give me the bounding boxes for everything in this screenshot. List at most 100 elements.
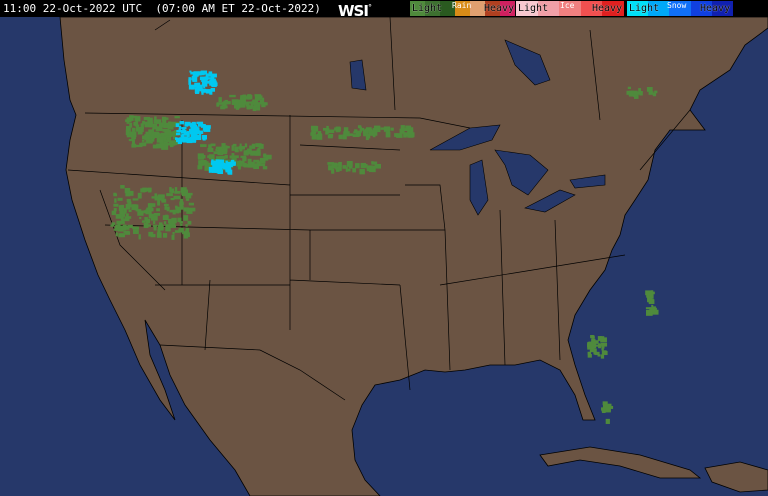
radar-echo: [178, 125, 182, 130]
radar-echo: [399, 128, 405, 134]
radar-echo: [141, 220, 146, 223]
radar-echo: [371, 161, 374, 164]
radar-echo: [264, 154, 272, 160]
radar-echo: [148, 129, 153, 135]
radar-echo: [186, 232, 190, 237]
radar-echo: [328, 133, 334, 137]
radar-echo: [345, 166, 348, 172]
radar-echo: [252, 105, 257, 112]
radar-echo: [343, 131, 350, 137]
radar-echo: [228, 163, 233, 166]
radar-echo: [249, 145, 254, 149]
radar-echo: [591, 336, 595, 339]
radar-echo: [158, 122, 164, 128]
radar-echo: [120, 216, 124, 221]
radar-echo: [258, 163, 266, 167]
radar-echo: [189, 70, 192, 73]
radar-echo: [204, 165, 211, 171]
radar-echo: [627, 86, 631, 90]
radar-echo: [188, 79, 192, 85]
radar-echo: [346, 161, 353, 167]
radar-echo: [233, 100, 240, 105]
radar-echo: [407, 129, 414, 135]
radar-echo: [230, 159, 235, 162]
radar-echo: [138, 234, 141, 240]
radar-echo: [169, 222, 176, 227]
radar-echo: [173, 141, 179, 145]
radar-echo: [148, 231, 154, 237]
radar-echo: [143, 210, 149, 214]
radar-echo: [360, 162, 366, 169]
radar-echo: [238, 102, 246, 108]
radar-echo: [190, 137, 197, 142]
radar-echo: [172, 231, 175, 235]
legend-swatch: [485, 1, 500, 16]
radar-echo: [175, 206, 181, 213]
radar-echo: [156, 143, 163, 149]
radar-echo: [156, 232, 162, 238]
radar-echo: [646, 309, 653, 316]
radar-echo: [118, 233, 126, 238]
radar-echo: [163, 203, 169, 207]
radar-echo: [176, 129, 182, 133]
radar-echo: [311, 134, 317, 140]
radar-echo: [131, 134, 135, 138]
radar-echo: [654, 90, 658, 94]
legend-snow-heavy: Heavy: [700, 3, 731, 14]
radar-echo: [185, 193, 192, 199]
radar-echo: [131, 204, 139, 210]
radar-echo: [174, 230, 180, 233]
radar-echo: [253, 163, 260, 170]
radar-echo: [208, 164, 214, 167]
radar-echo: [400, 125, 405, 130]
legend-swatch: [669, 1, 691, 16]
radar-echo: [247, 162, 255, 168]
radar-echo: [646, 86, 653, 92]
radar-echo: [131, 143, 137, 148]
radar-echo: [201, 88, 204, 95]
radar-echo: [594, 344, 602, 347]
radar-echo: [154, 193, 158, 200]
radar-echo: [242, 156, 247, 162]
radar-echo: [198, 84, 203, 89]
radar-echo: [229, 155, 234, 159]
radar-echo: [131, 127, 136, 133]
radar-echo: [592, 340, 599, 344]
radar-echo: [119, 208, 124, 215]
radar-echo: [255, 152, 261, 156]
radar-echo: [648, 91, 654, 95]
radar-echo: [652, 309, 659, 315]
radar-echo: [257, 147, 260, 154]
radar-echo: [148, 135, 151, 140]
radar-echo: [261, 102, 268, 106]
radar-echo: [125, 119, 130, 123]
radar-echo: [246, 148, 252, 151]
radar-echo: [133, 121, 139, 126]
radar-echo: [259, 143, 264, 149]
radar-echo: [205, 73, 212, 77]
radar-echo: [218, 97, 222, 103]
radar-echo: [140, 123, 144, 129]
north-america-land: [59, 17, 768, 496]
radar-echo: [148, 131, 152, 136]
radar-echo: [335, 167, 340, 172]
radar-echo: [169, 123, 173, 127]
radar-echo: [227, 169, 231, 175]
radar-echo: [121, 226, 127, 231]
radar-echo: [196, 121, 204, 125]
radar-echo: [173, 195, 181, 200]
radar-echo: [123, 208, 127, 214]
legend-snow: [627, 1, 734, 16]
radar-echo: [135, 209, 142, 212]
radar-echo: [194, 82, 201, 87]
radar-echo: [225, 166, 232, 172]
radar-echo: [246, 105, 253, 110]
radar-echo: [253, 103, 260, 108]
radar-echo: [133, 115, 137, 118]
radar-echo: [240, 155, 247, 158]
radar-echo: [263, 153, 267, 156]
radar-echo: [125, 129, 130, 136]
radar-echo: [161, 198, 167, 203]
radar-echo: [646, 293, 651, 297]
